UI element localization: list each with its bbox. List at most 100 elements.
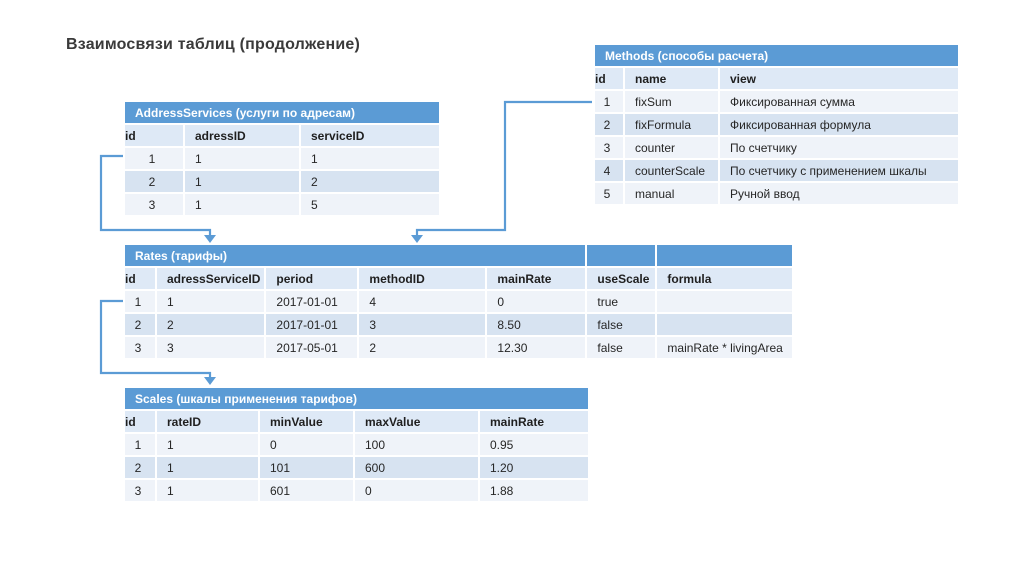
cell: По счетчику с применением шкалы [720,160,958,181]
table-row: 5 manual Ручной ввод [595,183,958,204]
table-header-row: id rateID minValue maxValue mainRate [125,411,588,432]
cell: По счетчику [720,137,958,158]
cell: 1 [157,480,258,501]
cell: 2 [125,457,155,478]
cell: counterScale [625,160,718,181]
table-title-spacer [587,245,656,266]
column-header: mainRate [480,411,588,432]
cell: 0 [487,291,586,312]
cell: 2 [125,171,183,192]
cell: 101 [260,457,353,478]
cell: 2 [595,114,623,135]
column-header: minValue [260,411,353,432]
cell: 600 [355,457,478,478]
table-header-row: id adressID serviceID [125,125,439,146]
cell: 1 [301,148,439,169]
cell: 4 [595,160,623,181]
cell: 3 [125,194,183,215]
arrowhead-addressservices-to-rates-icon [204,235,216,243]
cell: true [587,291,656,312]
column-header: id [125,125,183,146]
table-scales: Scales (шкалы применения тарифов) id rat… [123,386,590,503]
cell: fixFormula [625,114,718,135]
cell [657,291,793,312]
cell: fixSum [625,91,718,112]
table-addressservices: AddressServices (услуги по адресам) id a… [123,100,441,217]
table-row: 3 3 2017-05-01 2 12.30 false mainRate * … [125,337,793,358]
cell: 1 [595,91,623,112]
cell: 1 [157,291,265,312]
cell: Ручной ввод [720,183,958,204]
cell: 1 [125,434,155,455]
cell: 1 [157,434,258,455]
table-header-row: id adressServiceID period methodID mainR… [125,268,793,289]
cell: 2017-01-01 [266,291,358,312]
cell: 3 [125,337,155,358]
column-header: id [595,68,623,89]
column-header: name [625,68,718,89]
column-header: view [720,68,958,89]
cell: 1 [185,194,299,215]
table-row: 3 1 5 [125,194,439,215]
cell: 4 [359,291,486,312]
table-row: 1 fixSum Фиксированная сумма [595,91,958,112]
arrowhead-rates-to-scales-icon [204,377,216,385]
cell: manual [625,183,718,204]
column-header: adressID [185,125,299,146]
cell: 0.95 [480,434,588,455]
table-row: 1 1 1 [125,148,439,169]
column-header: methodID [359,268,486,289]
table-title: AddressServices (услуги по адресам) [125,102,439,123]
cell: 3 [595,137,623,158]
table-title: Scales (шкалы применения тарифов) [125,388,588,409]
cell: 8.50 [487,314,586,335]
cell: false [587,337,656,358]
cell: 1 [125,291,155,312]
cell: 2017-05-01 [266,337,358,358]
connector-methods-to-rates [415,100,592,235]
cell: mainRate * livingArea [657,337,793,358]
cell: 0 [355,480,478,501]
table-title-spacer [657,245,793,266]
cell: 3 [157,337,265,358]
cell: 1 [185,148,299,169]
cell: 12.30 [487,337,586,358]
table-row: 2 fixFormula Фиксированная формула [595,114,958,135]
table-title-row: Scales (шкалы применения тарифов) [125,388,588,409]
table-rates: Rates (тарифы) id adressServiceID period… [123,243,794,360]
column-header: id [125,268,155,289]
column-header: maxValue [355,411,478,432]
cell: 1.88 [480,480,588,501]
table-row: 2 2 2017-01-01 3 8.50 false [125,314,793,335]
cell: Фиксированная сумма [720,91,958,112]
column-header: id [125,411,155,432]
table-title-row: Rates (тарифы) [125,245,793,266]
column-header: serviceID [301,125,439,146]
cell: 2017-01-01 [266,314,358,335]
table-row: 4 counterScale По счетчику с применением… [595,160,958,181]
column-header: useScale [587,268,656,289]
cell: 2 [301,171,439,192]
table-row: 1 1 0 100 0.95 [125,434,588,455]
table-title-row: Methods (способы расчета) [595,45,958,66]
cell: 5 [595,183,623,204]
cell: 601 [260,480,353,501]
arrowhead-methods-to-rates-icon [411,235,423,243]
table-header-row: id name view [595,68,958,89]
page-title: Взаимосвязи таблиц (продолжение) [66,36,360,53]
cell: 1.20 [480,457,588,478]
column-header: formula [657,268,793,289]
cell: 3 [125,480,155,501]
column-header: mainRate [487,268,586,289]
table-row: 1 1 2017-01-01 4 0 true [125,291,793,312]
table-row: 2 1 2 [125,171,439,192]
column-header: rateID [157,411,258,432]
table-row: 2 1 101 600 1.20 [125,457,588,478]
cell: Фиксированная формула [720,114,958,135]
cell: 1 [125,148,183,169]
cell [657,314,793,335]
column-header: adressServiceID [157,268,265,289]
cell: 100 [355,434,478,455]
table-title: Rates (тарифы) [125,245,586,266]
cell: 3 [359,314,486,335]
